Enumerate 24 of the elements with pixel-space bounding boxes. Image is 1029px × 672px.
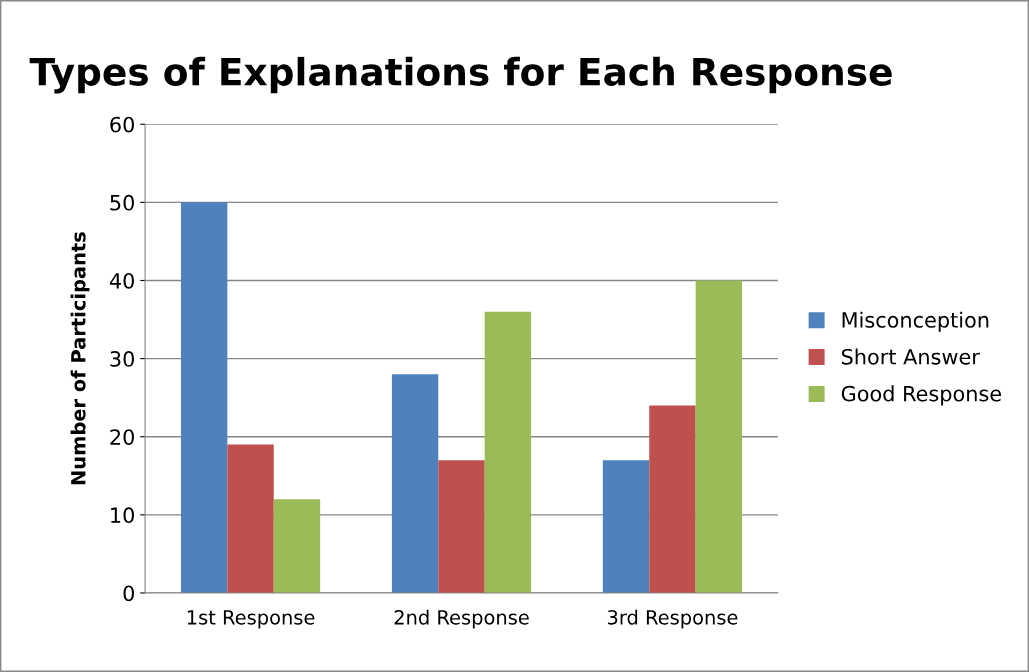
bar	[273, 499, 321, 593]
bar	[227, 444, 274, 593]
legend-label: Misconception	[842, 311, 989, 332]
y-tick-label: 20	[110, 429, 134, 445]
bar	[695, 280, 743, 593]
y-tick-label: 30	[110, 351, 134, 367]
y-tick-label: 0	[123, 585, 134, 602]
y-tick-label: 10	[111, 507, 134, 524]
bar	[484, 311, 532, 593]
bar	[438, 460, 485, 593]
y-tick-label: 60	[110, 116, 134, 133]
y-axis-title: Number of Participants	[70, 232, 90, 485]
legend-label: Short Answer	[841, 348, 980, 365]
y-tick-label: 50	[110, 194, 134, 211]
bar	[649, 405, 696, 593]
bar	[602, 460, 650, 593]
bar	[391, 374, 439, 593]
y-tick-label: 40	[109, 272, 134, 289]
chart-title: Types of Explanations for Each Response	[29, 56, 892, 94]
x-tick-label: 1st Response	[187, 610, 315, 629]
legend-label: Good Response	[841, 385, 1002, 406]
x-tick-label: 2nd Response	[394, 609, 529, 629]
bar	[180, 202, 228, 593]
x-tick-label: 3rd Response	[607, 609, 738, 629]
